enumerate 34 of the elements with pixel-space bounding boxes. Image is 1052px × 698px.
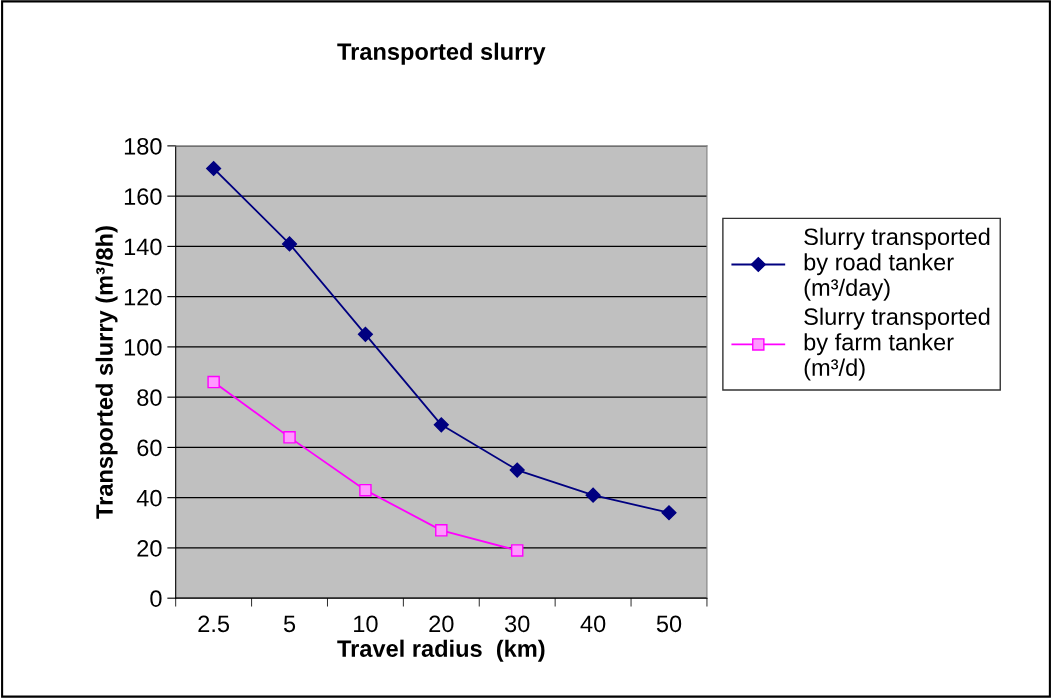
legend-label: Slurry transported by farm tanker (m³/d)	[804, 307, 990, 381]
point	[435, 524, 448, 537]
chart-title: Transported slurry	[337, 42, 546, 65]
x-tick-label: 50	[656, 615, 682, 633]
x-tick-label: 2.5	[198, 615, 230, 633]
y-tick-label: 40	[136, 489, 162, 507]
point	[433, 417, 449, 433]
y-tick-label: 140	[124, 238, 162, 256]
x-tick-label: 30	[504, 615, 530, 633]
point	[661, 505, 677, 521]
legend-label: Slurry transported by road tanker (m³/day)	[804, 227, 990, 301]
y-tick-label: 100	[124, 338, 162, 356]
x-axis-title: Travel radius (km)	[337, 639, 545, 662]
x-tick-label: 5	[283, 615, 296, 633]
point	[510, 544, 524, 557]
x-tick-label: 10	[354, 615, 378, 633]
x-tick-label: 40	[580, 615, 606, 633]
x-tick-label: 20	[429, 615, 454, 633]
y-tick-label: 0	[150, 590, 162, 607]
point	[207, 375, 220, 389]
y-tick-label: 20	[137, 540, 162, 557]
y-axis-title: Transported slurry (m³/8h)	[95, 226, 118, 519]
point	[357, 326, 373, 342]
y-tick-label: 60	[137, 439, 162, 457]
point	[206, 160, 222, 177]
y-tick-label: 80	[137, 389, 162, 406]
point	[359, 483, 372, 497]
point	[283, 431, 296, 444]
point	[509, 462, 525, 478]
y-tick-label: 120	[124, 288, 162, 306]
y-tick-label: 160	[124, 188, 162, 205]
point	[585, 487, 601, 503]
y-tick-label: 180	[124, 137, 162, 155]
point	[281, 236, 298, 252]
